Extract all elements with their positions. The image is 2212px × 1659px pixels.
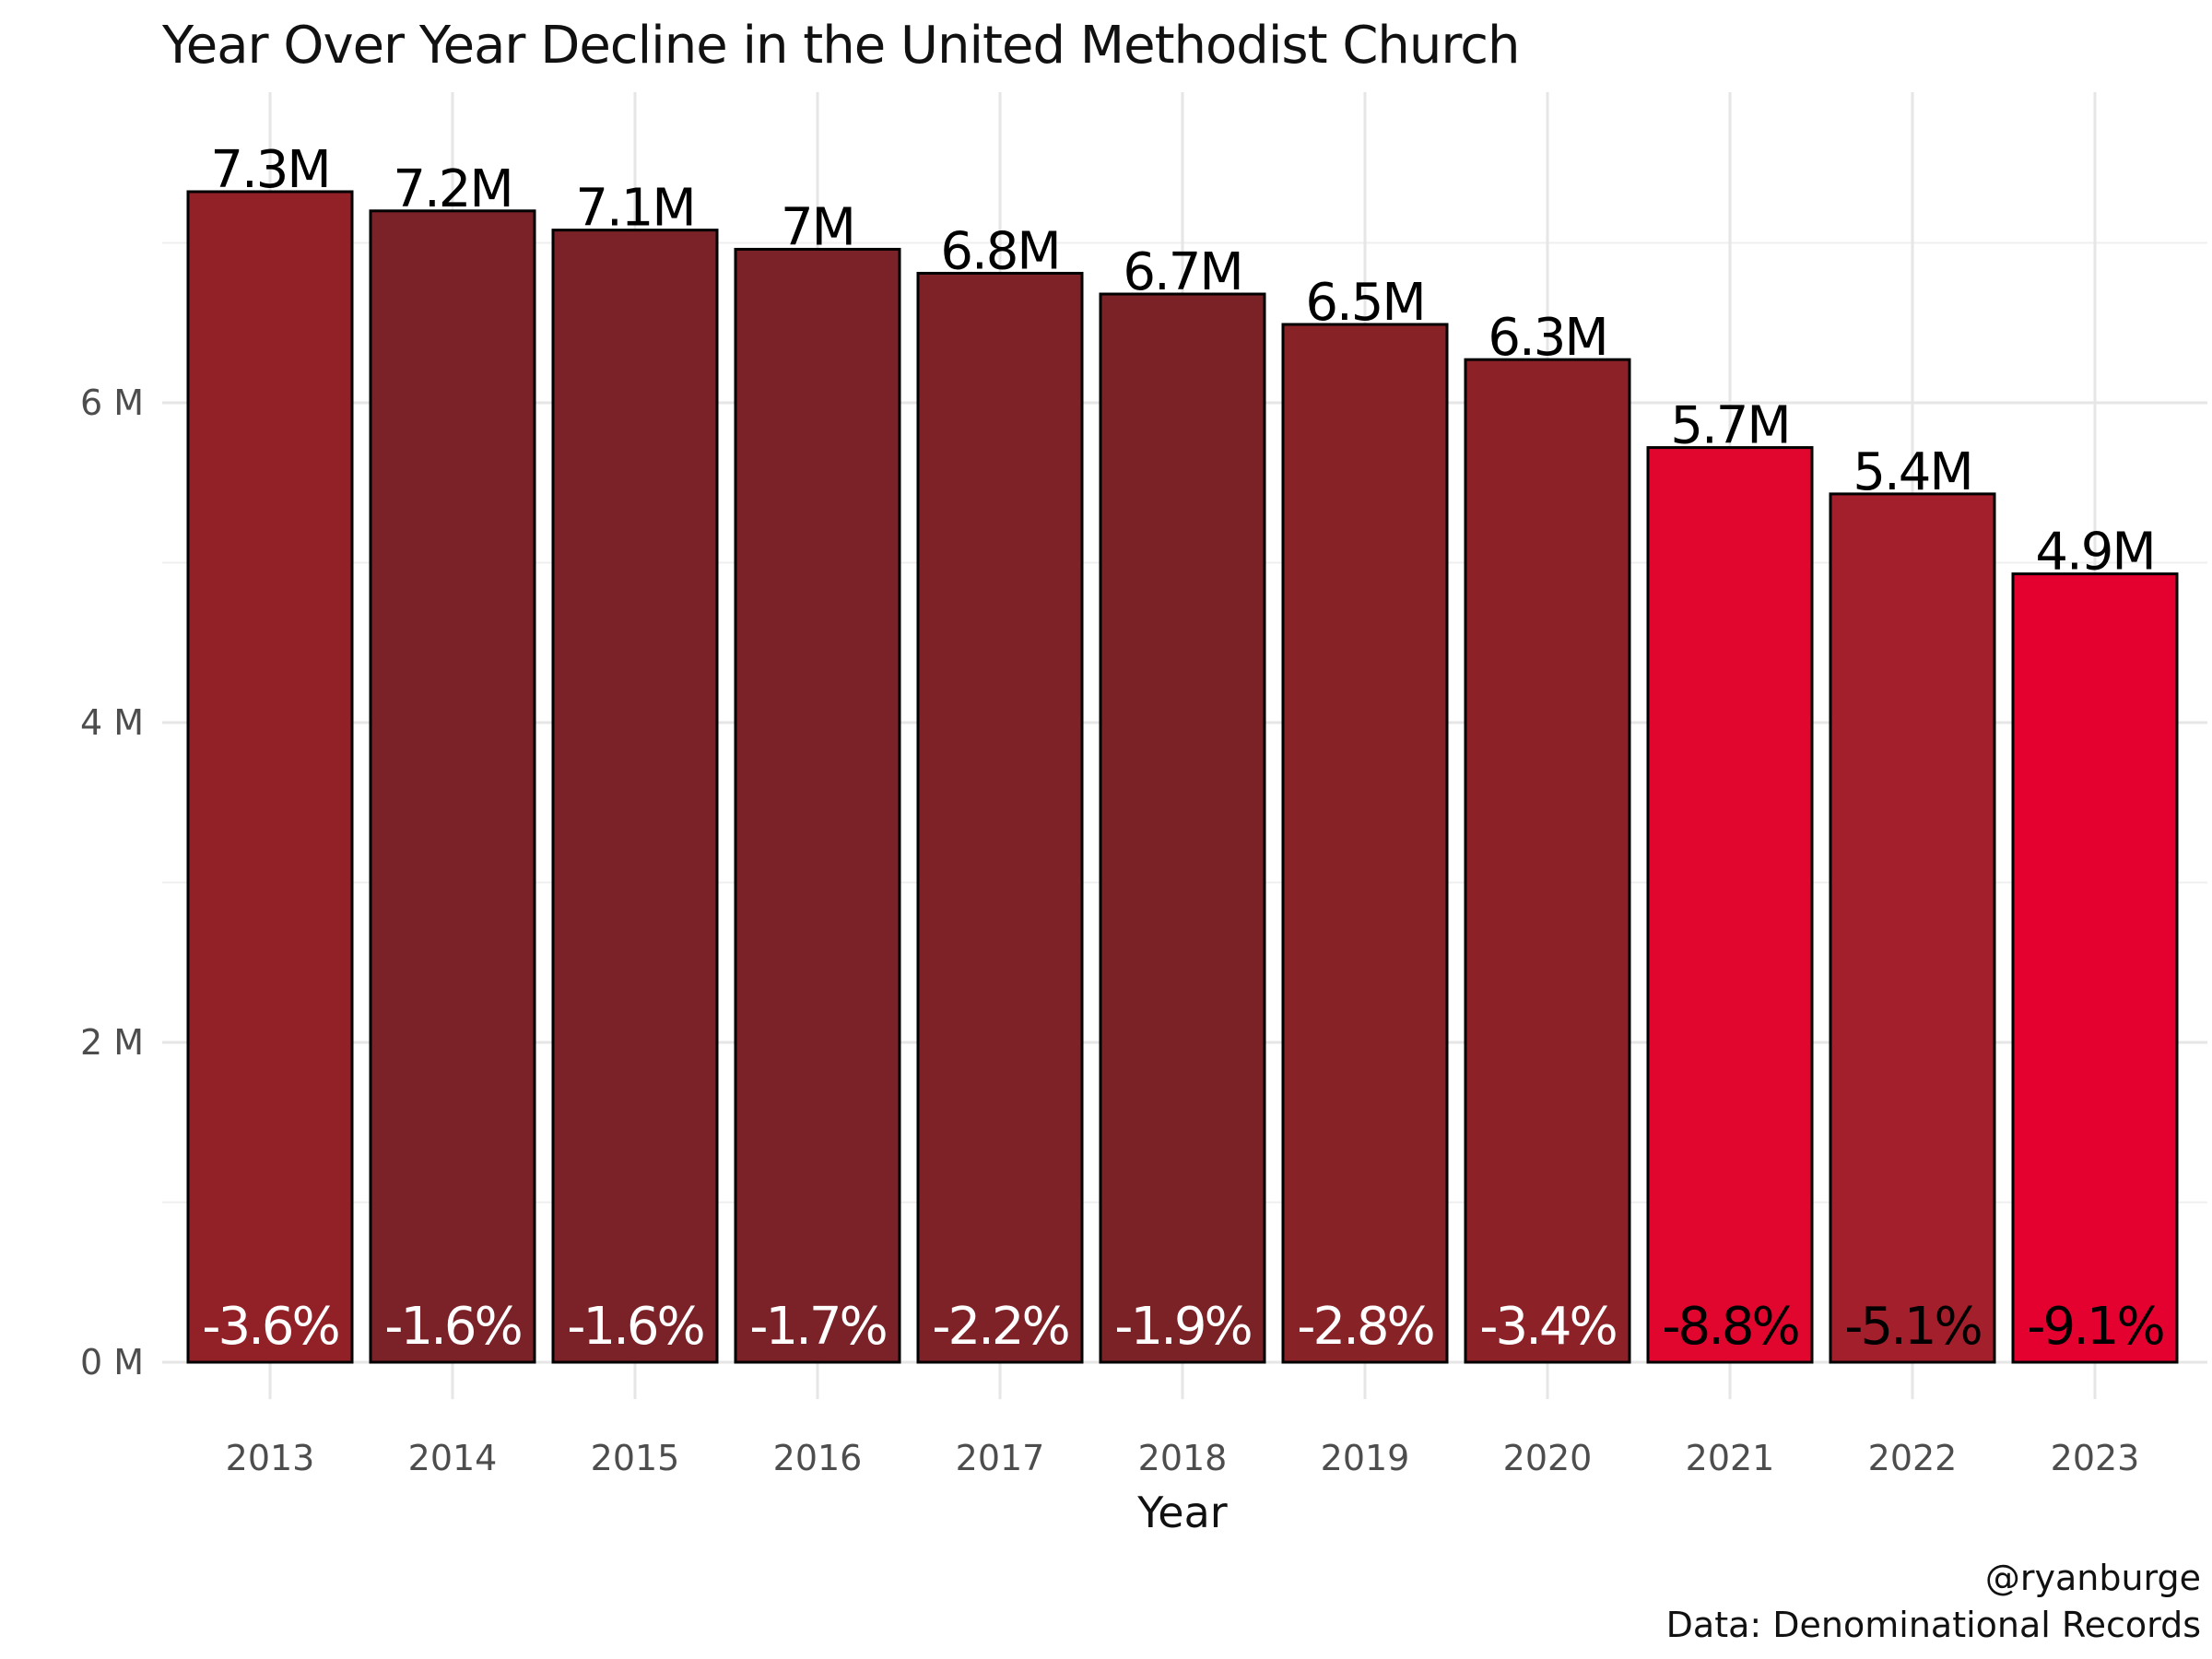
pct-change-label: -1.7% bbox=[749, 1297, 886, 1357]
bar-2016 bbox=[734, 247, 901, 1364]
pct-change-label: -3.4% bbox=[1479, 1297, 1616, 1357]
y-axis: 0 M 2 M 4 M 6 M bbox=[80, 382, 144, 1382]
value-label: 6.5M bbox=[1305, 273, 1424, 333]
x-tick-label: 2021 bbox=[1686, 1438, 1775, 1478]
x-axis: 2013 2014 2015 2016 2017 2018 2019 2020 2021 2022… bbox=[226, 1438, 2140, 1478]
pct-change-label: -1.6% bbox=[384, 1297, 521, 1357]
value-label: 5.7M bbox=[1670, 396, 1789, 456]
value-label: 7.3M bbox=[210, 140, 329, 200]
x-tick-label: 2014 bbox=[408, 1438, 498, 1478]
value-label: 6.8M bbox=[940, 221, 1059, 281]
x-tick-label: 2016 bbox=[773, 1438, 863, 1478]
bar-2017 bbox=[916, 271, 1084, 1364]
x-axis-title: Year bbox=[1136, 1488, 1227, 1537]
value-label: 6.3M bbox=[1488, 308, 1606, 368]
x-tick-label: 2020 bbox=[1503, 1438, 1593, 1478]
pct-change-label: -2.2% bbox=[932, 1297, 1068, 1357]
bar-2019 bbox=[1281, 323, 1449, 1364]
x-tick-label: 2017 bbox=[956, 1438, 1045, 1478]
pct-change-label: -2.8% bbox=[1297, 1297, 1433, 1357]
chart-title: Year Over Year Decline in the United Met… bbox=[161, 16, 1519, 76]
x-tick-label: 2022 bbox=[1868, 1438, 1958, 1478]
value-label: 7M bbox=[781, 197, 854, 257]
x-tick-label: 2023 bbox=[2051, 1438, 2140, 1478]
bar-2022 bbox=[1829, 492, 1996, 1364]
x-tick-label: 2015 bbox=[591, 1438, 680, 1478]
pct-change-label: -5.1% bbox=[1844, 1297, 1981, 1357]
x-tick-label: 2018 bbox=[1138, 1438, 1228, 1478]
bar-2014 bbox=[369, 209, 536, 1364]
value-label: 6.7M bbox=[1123, 242, 1241, 302]
bar-2013 bbox=[186, 190, 354, 1364]
bar-2023 bbox=[2011, 572, 2179, 1364]
bars bbox=[186, 190, 2179, 1364]
pct-change-label: -9.1% bbox=[2027, 1297, 2163, 1357]
value-label: 4.9M bbox=[2035, 523, 2154, 582]
pct-change-labels: -3.6% -1.6% -1.6% -1.7% -2.2% -1.9% -2.8% -3.4%… bbox=[202, 1297, 2166, 1357]
pct-change-label: -1.9% bbox=[1114, 1297, 1251, 1357]
bar-2018 bbox=[1099, 292, 1266, 1364]
x-tick-label: 2019 bbox=[1321, 1438, 1410, 1478]
caption-source: Data: Denominational Records bbox=[1666, 1605, 2201, 1645]
y-tick-label: 4 M bbox=[80, 702, 144, 743]
bar-2015 bbox=[551, 229, 719, 1364]
value-label: 7.2M bbox=[393, 159, 512, 219]
value-labels: 7.3M 7.2M 7.1M 7M 6.8M 6.7M 6.5M 6.3M 5.7M 5.4M 4.… bbox=[210, 140, 2156, 582]
bar-2020 bbox=[1464, 358, 1631, 1364]
pct-change-label: -1.6% bbox=[567, 1297, 703, 1357]
y-tick-label: 2 M bbox=[80, 1022, 144, 1063]
pct-change-label: -3.6% bbox=[202, 1297, 338, 1357]
value-label: 7.1M bbox=[575, 179, 694, 239]
bar-2021 bbox=[1646, 446, 1814, 1364]
caption-handle: @ryanburge bbox=[1985, 1558, 2201, 1598]
x-tick-label: 2013 bbox=[226, 1438, 315, 1478]
y-tick-label: 6 M bbox=[80, 382, 144, 423]
value-label: 5.4M bbox=[1853, 442, 1971, 502]
pct-change-label: -8.8% bbox=[1662, 1297, 1798, 1357]
y-tick-label: 0 M bbox=[80, 1342, 144, 1382]
